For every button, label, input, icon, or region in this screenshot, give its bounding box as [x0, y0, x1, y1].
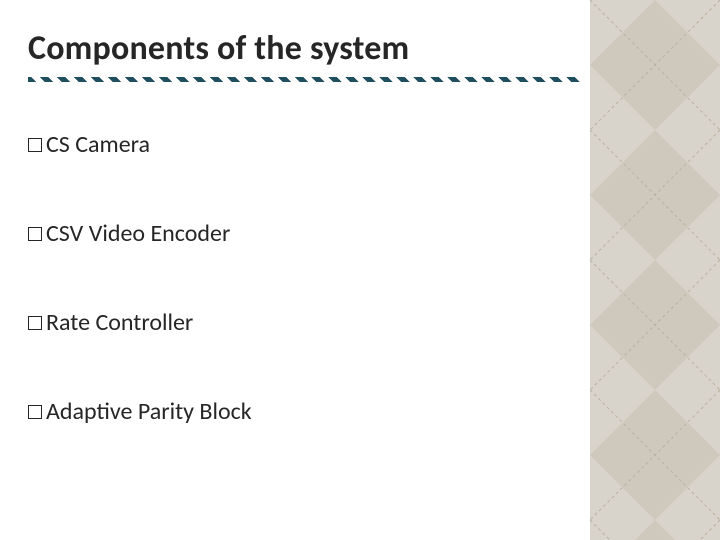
square-bullet-icon: [28, 316, 42, 330]
square-bullet-icon: [28, 405, 42, 419]
bullet-text: CSV Video Encoder: [46, 219, 230, 248]
bullet-text: Adaptive Parity Block: [46, 397, 252, 426]
slide-title: Components of the system: [28, 28, 590, 69]
sidebar-pattern: [590, 0, 720, 540]
bullet-text: CS Camera: [46, 130, 150, 159]
list-item: CSV Video Encoder: [28, 219, 590, 248]
bullet-text: Rate Controller: [46, 308, 193, 337]
list-item: Rate Controller: [28, 308, 590, 337]
content-area: Components of the system CS Camera CSV V…: [0, 0, 590, 540]
list-item: Adaptive Parity Block: [28, 397, 590, 426]
title-underline: [28, 77, 583, 82]
slide: Components of the system CS Camera CSV V…: [0, 0, 720, 540]
square-bullet-icon: [28, 227, 42, 241]
bullet-list: CS Camera CSV Video Encoder Rate Control…: [28, 130, 590, 426]
list-item: CS Camera: [28, 130, 590, 159]
square-bullet-icon: [28, 138, 42, 152]
